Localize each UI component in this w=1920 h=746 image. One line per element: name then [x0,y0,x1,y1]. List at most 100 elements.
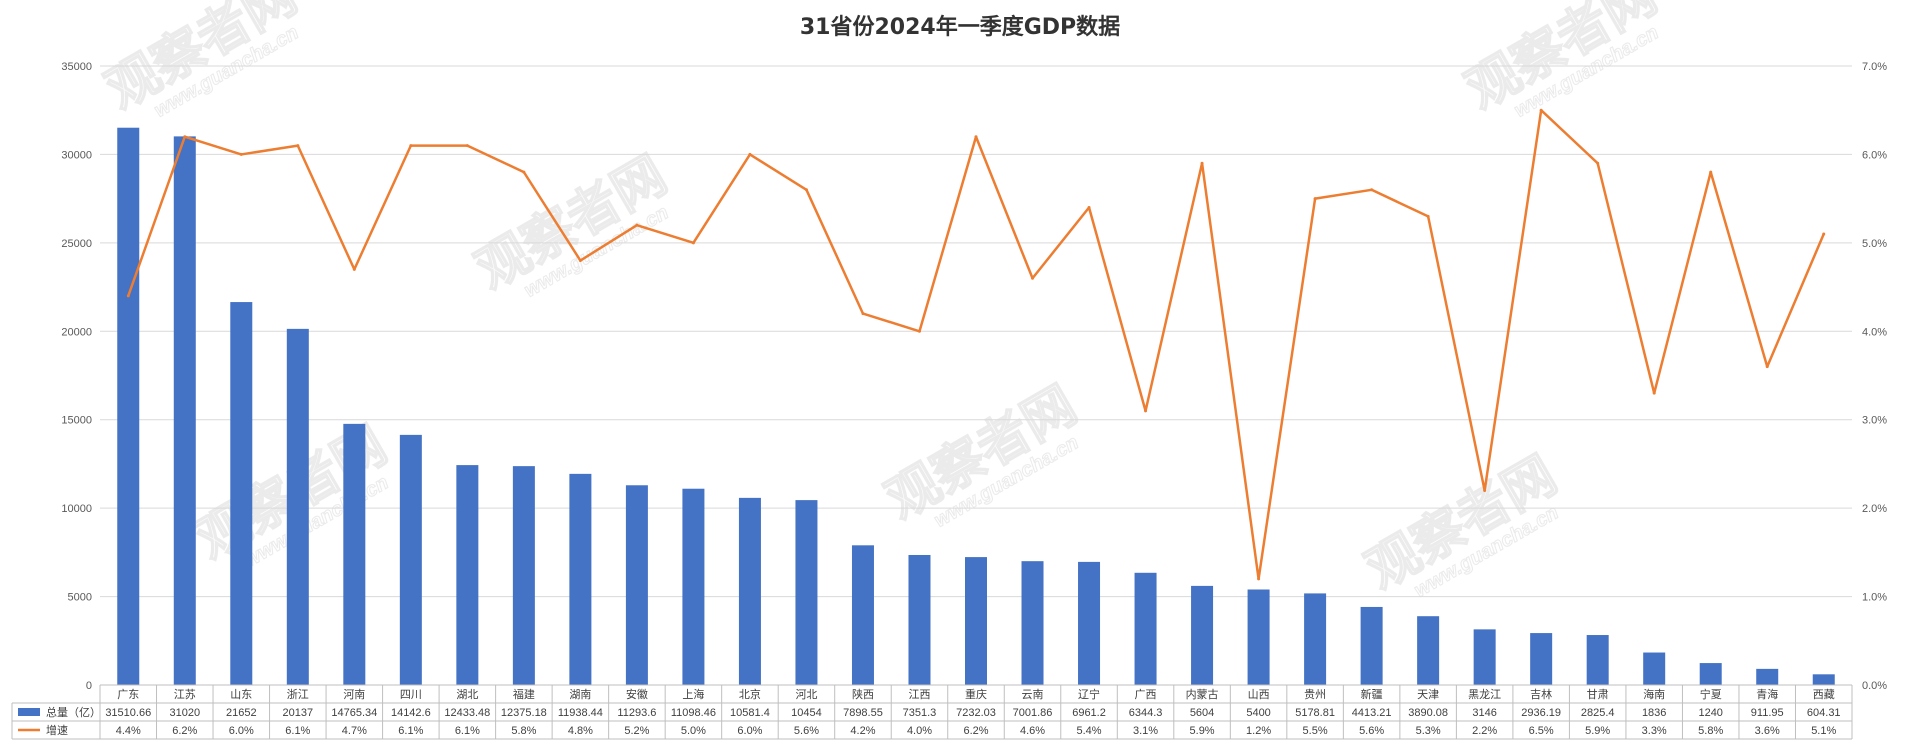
right-tick-label: 6.0% [1862,149,1887,161]
bar [512,466,535,685]
data-table: 广东 江苏 山东 浙江 河南 四川 湖北 福建 湖南 安徽 上海 北京 河北 陕西 江西 重庆 云南 辽宁 广西 内蒙… [11,684,1853,740]
category-label: 辽宁 [1078,687,1100,701]
left-axis-ticks: 0 5000 10000 15000 20000 25000 30000 35000 [61,61,92,692]
line-point [1822,232,1826,236]
total-value-label: 7898.55 [843,707,883,719]
growth-value-label: 5.3% [1416,725,1441,737]
category-label: 山东 [230,688,252,701]
left-tick-label: 30000 [61,149,92,161]
total-value-label: 911.95 [1751,707,1784,719]
total-value-label: 7001.86 [1013,707,1053,719]
category-label: 内蒙古 [1186,687,1219,701]
line-point [183,135,187,139]
total-value-label: 1240 [1698,707,1722,719]
category-label: 广西 [1135,688,1157,701]
total-value-label: 7232.03 [956,707,996,719]
growth-value-label: 3.1% [1133,725,1158,737]
line-point [1765,365,1769,369]
line-series [126,108,1826,581]
line-point [465,144,469,148]
bar-series [117,127,1835,685]
bar [908,554,931,685]
category-label: 贵州 [1304,688,1326,701]
growth-value-label: 5.6% [794,725,819,737]
line-point [352,267,356,271]
line-point [578,259,582,263]
growth-value-label: 5.6% [1359,725,1384,737]
growth-value-label: 4.0% [907,725,932,737]
bar [1021,561,1044,685]
line-point [1652,391,1656,395]
total-value-label: 11293.6 [617,707,656,719]
category-label: 黑龙江 [1468,688,1501,701]
category-label: 安徽 [626,687,648,701]
growth-value-label: 6.0% [737,725,762,737]
line-point [635,223,639,227]
bar [625,485,648,685]
growth-value-label: 6.1% [398,725,423,737]
left-tick-label: 15000 [61,415,92,427]
category-label: 陕西 [852,687,874,701]
category-label: 北京 [739,687,761,701]
category-label: 河北 [795,688,817,701]
growth-value-label: 6.0% [229,725,254,737]
bar [738,497,761,685]
bar [1304,593,1327,685]
line-point [974,135,978,139]
total-value-label: 20137 [283,707,314,719]
line-point [1313,197,1317,201]
category-label: 江西 [908,688,930,701]
total-value-label: 2936.19 [1521,707,1561,719]
bar [569,473,592,685]
total-value-label: 4413.21 [1352,707,1392,719]
growth-value-label: 4.4% [116,725,141,737]
bar [965,557,987,685]
bar [851,545,874,685]
growth-value-label: 5.5% [1303,725,1328,737]
total-value-label: 14142.6 [391,707,431,719]
category-label: 甘肃 [1587,688,1609,701]
bar [1134,572,1157,685]
bar [173,136,196,685]
growth-value-label: 4.2% [850,725,875,737]
line-point [1200,161,1204,165]
line-point [861,312,865,316]
growth-value-label: 6.2% [172,725,197,737]
growth-value-label: 6.1% [285,725,310,737]
total-value-label: 7351.3 [903,707,937,719]
legend-label-total: 总量（亿） [46,705,101,719]
bar [1699,663,1722,685]
right-tick-label: 7.0% [1862,61,1887,73]
category-label: 河南 [343,688,365,701]
growth-value-label: 4.8% [568,725,593,737]
line-point [1370,188,1374,192]
category-label: 上海 [682,687,704,701]
bar [399,434,422,685]
growth-value-label: 6.5% [1529,725,1554,737]
bar [456,465,479,685]
total-value-label: 11938.44 [558,707,603,719]
category-label: 西藏 [1813,688,1835,701]
chart-title: 31省份2024年一季度GDP数据 [800,14,1120,40]
total-value-label: 604.31 [1807,707,1841,719]
growth-value-label: 3.6% [1755,725,1780,737]
bar [117,127,140,685]
category-label: 江苏 [174,688,196,701]
bar [795,500,818,685]
total-value-label: 12375.18 [501,707,547,719]
legend-label-growth: 增速 [46,723,68,737]
line-point [1031,276,1035,280]
category-label: 天津 [1417,688,1439,701]
right-tick-label: 2.0% [1862,503,1887,515]
line-point [1483,488,1487,492]
category-label: 青海 [1756,687,1778,701]
line-point [1257,577,1261,581]
line-point [1539,108,1543,112]
line-point [296,144,300,148]
growth-value-label: 2.2% [1472,725,1497,737]
total-value-label: 5400 [1246,707,1270,719]
watermark-text: 观察者网 [97,0,307,121]
category-label: 新疆 [1361,687,1383,701]
